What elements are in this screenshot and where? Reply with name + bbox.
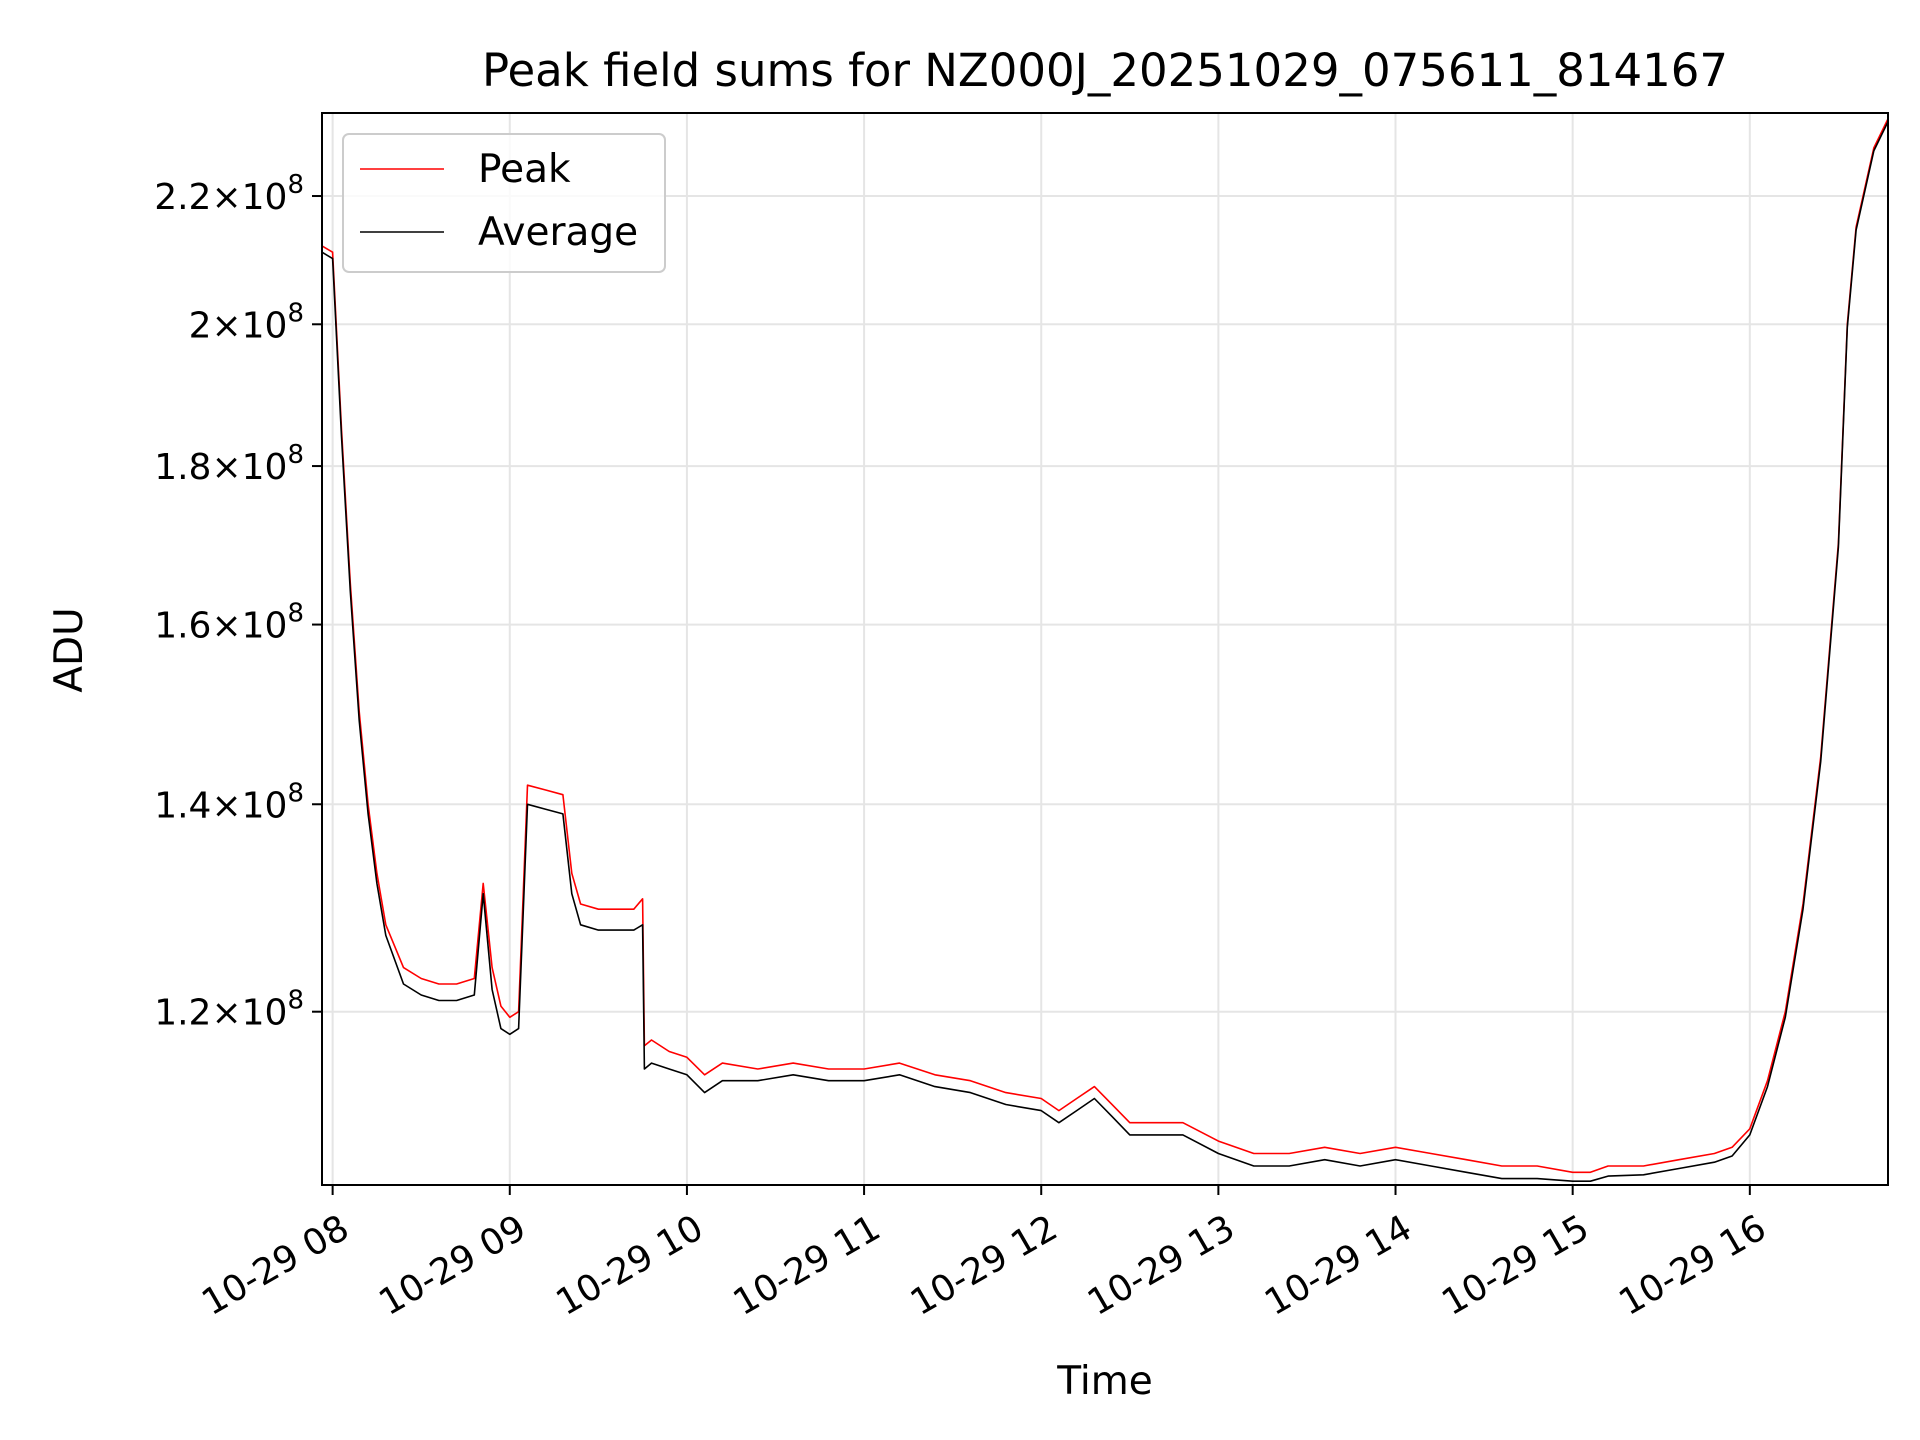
y-tick-label: 2×108 — [189, 298, 304, 346]
y-tick-times: × — [211, 785, 241, 826]
x-tick-label: 10-29 11 — [727, 1207, 888, 1323]
y-tick-base: 10 — [242, 305, 288, 346]
y-tick-times: × — [211, 177, 241, 218]
y-tick-exponent: 8 — [287, 440, 304, 470]
y-tick-mantissa: 2.2 — [154, 177, 211, 218]
y-tick-label: 1.4×108 — [154, 778, 304, 826]
legend-peak-label: Peak — [478, 147, 571, 192]
series-line-peak — [321, 118, 1889, 1174]
y-tick-mantissa: 1.2 — [154, 993, 211, 1034]
y-tick-times: × — [211, 305, 241, 346]
x-tick-label: 10-29 12 — [904, 1207, 1065, 1323]
series-line-average — [321, 121, 1889, 1182]
y-tick-base: 10 — [242, 785, 288, 826]
x-axis-label: Time — [1056, 1359, 1152, 1404]
x-tick-label: 10-29 13 — [1081, 1207, 1242, 1323]
x-tick-label: 10-29 16 — [1612, 1207, 1773, 1323]
y-tick-base: 10 — [242, 993, 288, 1034]
y-tick-exponent: 8 — [287, 599, 304, 629]
plot-frame — [321, 112, 1889, 1186]
x-tick-label: 10-29 15 — [1435, 1207, 1596, 1323]
x-tick-label: 10-29 08 — [195, 1207, 356, 1323]
y-tick-label: 1.8×108 — [154, 440, 304, 488]
y-tick-exponent: 8 — [287, 170, 304, 200]
y-tick-label: 1.2×108 — [154, 986, 304, 1034]
legend: Peak Average — [342, 133, 666, 273]
grid-lines — [322, 113, 1888, 1185]
y-tick-mantissa: 2 — [189, 305, 212, 346]
y-tick-base: 10 — [242, 177, 288, 218]
series-layer — [321, 118, 1889, 1182]
y-tick-mantissa: 1.4 — [154, 785, 211, 826]
y-tick-exponent: 8 — [287, 986, 304, 1016]
y-tick-mantissa: 1.6 — [154, 606, 211, 647]
x-tick-label: 10-29 14 — [1258, 1207, 1419, 1323]
x-axis-ticks: 10-29 08 10-29 09 10-29 10 10-29 11 10-29 12… — [195, 1185, 1773, 1324]
y-axis-label: ADU — [47, 607, 92, 692]
y-tick-label: 1.6×108 — [154, 599, 304, 647]
y-tick-base: 10 — [242, 447, 288, 488]
y-tick-exponent: 8 — [287, 298, 304, 328]
y-tick-exponent: 8 — [287, 778, 304, 808]
legend-average-label: Average — [478, 210, 638, 255]
y-tick-times: × — [211, 606, 241, 647]
chart-title: Peak field sums for NZ000J_20251029_0756… — [482, 44, 1728, 97]
y-tick-mantissa: 1.8 — [154, 447, 211, 488]
y-tick-label: 2.2×108 — [154, 170, 304, 218]
x-tick-label: 10-29 09 — [372, 1207, 533, 1323]
x-tick-label: 10-29 10 — [550, 1207, 711, 1323]
y-tick-times: × — [211, 447, 241, 488]
y-tick-base: 10 — [242, 606, 288, 647]
y-tick-times: × — [211, 993, 241, 1034]
